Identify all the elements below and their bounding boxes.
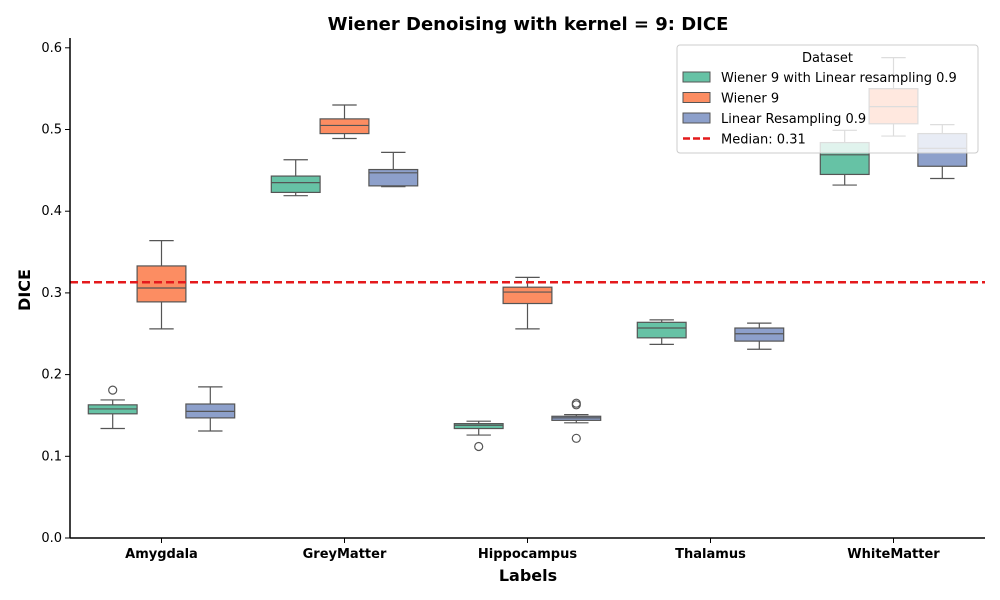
box-body bbox=[734, 327, 785, 342]
box-greymatter-2 bbox=[368, 151, 419, 188]
legend-label: Linear Resampling 0.9 bbox=[721, 112, 866, 127]
box-greymatter-0 bbox=[270, 159, 321, 197]
y-axis-label: DICE bbox=[15, 269, 34, 311]
legend-item: Linear Resampling 0.9 bbox=[682, 112, 866, 127]
legend-label: Wiener 9 bbox=[721, 92, 779, 107]
axes: 0.0 0.1 0.2 0.3 0.4 0.5 0.6 Amygdala GreyMatter H… bbox=[41, 38, 985, 562]
box-body bbox=[368, 168, 419, 187]
y-tick-label: 0.5 bbox=[41, 123, 62, 138]
box-amygdala-0 bbox=[87, 385, 138, 430]
y-tick-label: 0.6 bbox=[41, 41, 62, 56]
legend-swatch bbox=[682, 92, 711, 103]
box-amygdala-2 bbox=[185, 386, 236, 432]
legend-item-median: Median: 0.31 bbox=[683, 133, 806, 148]
box-body bbox=[502, 286, 553, 305]
box-body bbox=[636, 321, 687, 339]
legend-swatch bbox=[682, 71, 711, 83]
y-tick-label: 0.4 bbox=[41, 204, 62, 219]
outlier-point bbox=[571, 433, 581, 443]
x-axis-label: Labels bbox=[499, 566, 557, 585]
chart-title: Wiener Denoising with kernel = 9: DICE bbox=[328, 14, 729, 35]
box-hippocampus-0 bbox=[453, 420, 504, 452]
legend-item: Wiener 9 bbox=[682, 92, 779, 107]
x-tick-label: Hippocampus bbox=[478, 547, 577, 562]
box-thalamus-2 bbox=[734, 322, 785, 350]
box-amygdala-1 bbox=[136, 240, 187, 330]
legend-label: Wiener 9 with Linear resampling 0.9 bbox=[721, 71, 957, 86]
box-body bbox=[453, 423, 504, 430]
box-body bbox=[319, 118, 370, 135]
legend-item: Wiener 9 with Linear resampling 0.9 bbox=[682, 71, 957, 86]
box-body bbox=[136, 265, 187, 303]
x-tick-label: GreyMatter bbox=[303, 547, 387, 562]
legend-swatch bbox=[682, 112, 711, 124]
outlier-point bbox=[571, 398, 581, 408]
x-tick-label: WhiteMatter bbox=[847, 547, 940, 562]
box-thalamus-0 bbox=[636, 319, 687, 345]
outlier-point bbox=[108, 385, 118, 395]
outlier-point bbox=[474, 441, 484, 452]
legend: Dataset Wiener 9 with Linear resampling 0… bbox=[676, 44, 979, 154]
y-tick-label: 0.3 bbox=[41, 286, 62, 301]
y-tick-label: 0.0 bbox=[41, 531, 62, 546]
x-tick-label: Amygdala bbox=[125, 547, 198, 562]
box-greymatter-1 bbox=[319, 104, 370, 140]
y-tick-label: 0.2 bbox=[41, 368, 62, 383]
legend-frame bbox=[676, 44, 979, 154]
legend-median-label: Median: 0.31 bbox=[721, 133, 806, 148]
y-tick-label: 0.1 bbox=[41, 449, 62, 464]
x-tick-label: Thalamus bbox=[675, 547, 746, 562]
legend-title: Dataset bbox=[802, 51, 853, 66]
box-body bbox=[270, 175, 321, 194]
box-hippocampus-1 bbox=[502, 276, 553, 330]
box-hippocampus-2 bbox=[551, 398, 602, 443]
